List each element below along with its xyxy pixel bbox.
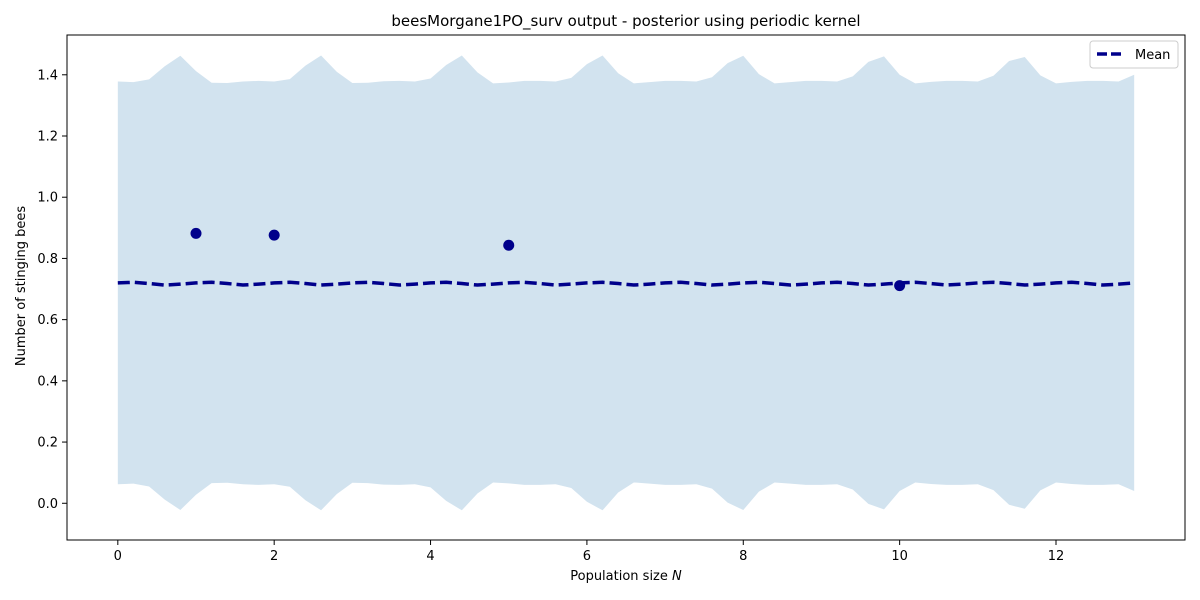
chart-title: beesMorgane1PO_surv output - posterior u… — [391, 12, 860, 31]
y-tick-label: 1.0 — [37, 191, 58, 206]
credible-band-layer — [117, 55, 1135, 511]
legend: Mean — [1089, 40, 1179, 69]
x-axis-label-variable: N — [672, 569, 682, 584]
legend-box — [1089, 40, 1179, 69]
y-tick-label: 1.4 — [37, 68, 58, 83]
y-tick-label: 0.0 — [37, 497, 58, 512]
x-axis-label: Population size N — [570, 569, 682, 584]
y-tick-label: 0.6 — [37, 313, 58, 328]
y-axis-label: Number of stinging bees — [14, 206, 29, 366]
x-tick-label: 2 — [270, 549, 278, 564]
credible-band — [117, 55, 1135, 511]
y-tick-label: 0.8 — [37, 252, 58, 267]
x-tick-label: 12 — [1048, 549, 1065, 564]
observation-point — [190, 227, 202, 239]
observation-point — [503, 239, 515, 251]
plot-frame — [66, 34, 1186, 541]
x-tick-label: 8 — [739, 549, 747, 564]
y-tick-label: 1.2 — [37, 130, 58, 145]
y-axis-ticks: 0.0 0.2 0.4 0.6 0.8 1.0 1.2 1.4 — [37, 68, 67, 512]
x-tick-label: 6 — [583, 549, 591, 564]
x-tick-label: 10 — [891, 549, 908, 564]
x-axis-ticks: 0 2 4 6 8 10 12 — [114, 540, 1065, 564]
legend-mean-label: Mean — [1135, 48, 1170, 63]
x-axis-label-text: Population size — [570, 569, 672, 584]
x-tick-label: 4 — [426, 549, 434, 564]
y-tick-label: 0.4 — [37, 374, 58, 389]
observation-point — [268, 229, 280, 241]
observation-point — [894, 280, 906, 292]
x-tick-label: 0 — [114, 549, 122, 564]
y-tick-label: 0.2 — [37, 436, 58, 451]
observation-points-layer — [190, 227, 906, 292]
